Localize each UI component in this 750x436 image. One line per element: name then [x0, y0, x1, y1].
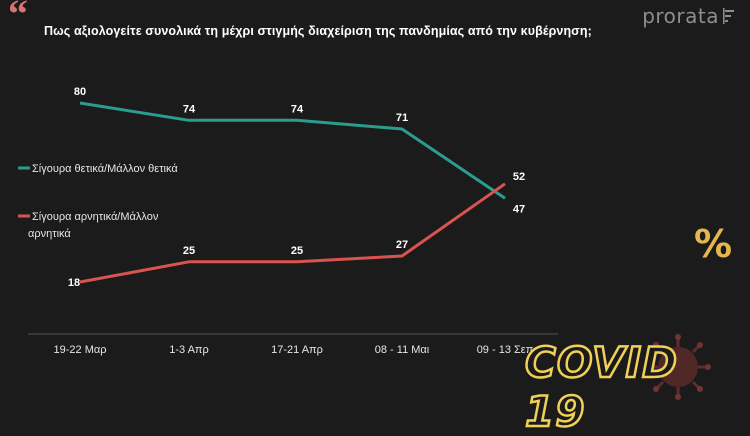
data-label-1-1: 25 [183, 245, 195, 257]
data-label-0-1: 74 [183, 103, 196, 115]
brand-bars-icon [723, 8, 734, 24]
covid-badge: COVID 19 [524, 334, 750, 436]
legend-label-1: Σίγουρα αρνητικά/Μάλλον αρνητικά [28, 211, 159, 240]
x-tick-label-0: 19-22 Μαρ [54, 344, 107, 356]
x-tick-label-1: 1-3 Απρ [169, 344, 209, 356]
virus-icon [645, 334, 711, 400]
brand-logo: prorata [642, 4, 736, 28]
x-tick-label-3: 08 - 11 Μαι [375, 344, 430, 356]
data-label-1-0: 18 [68, 277, 80, 289]
percent-icon: % [694, 222, 733, 266]
x-tick-label-4: 09 - 13 Σεπ [477, 344, 534, 356]
x-tick-label-2: 17-21 Απρ [271, 344, 323, 356]
data-label-1-4: 52 [513, 171, 525, 183]
series-lines [79, 101, 506, 284]
quote-mark-icon: “ [8, 0, 28, 36]
data-label-0-2: 74 [291, 103, 304, 115]
x-tick-labels: 19-22 Μαρ 1-3 Απρ 17-21 Απρ 08 - 11 Μαι 09 -… [54, 344, 534, 356]
legend: Σίγουρα θετικά/Μάλλον θετικά Σίγουρα αρνη… [18, 163, 178, 240]
chart-title: Πως αξιολογείτε συνολικά τη μέχρι στιγμή… [44, 24, 592, 38]
data-label-0-0: 80 [74, 86, 86, 98]
legend-label-0: Σίγουρα θετικά/Μάλλον θετικά [32, 163, 178, 175]
data-label-0-4: 47 [513, 203, 525, 215]
data-label-0-3: 71 [396, 112, 408, 124]
series-line-1 [79, 182, 506, 284]
brand-name: prorata [642, 4, 719, 28]
covid-label: COVID 19 [524, 337, 679, 436]
data-labels: 80 74 74 71 47 18 25 25 27 52 [68, 86, 525, 289]
line-chart: Σίγουρα θετικά/Μάλλον θετικά Σίγουρα αρνη… [18, 86, 558, 356]
series-line-0 [79, 101, 506, 200]
data-label-1-2: 25 [291, 245, 303, 257]
data-label-1-3: 27 [396, 239, 408, 251]
